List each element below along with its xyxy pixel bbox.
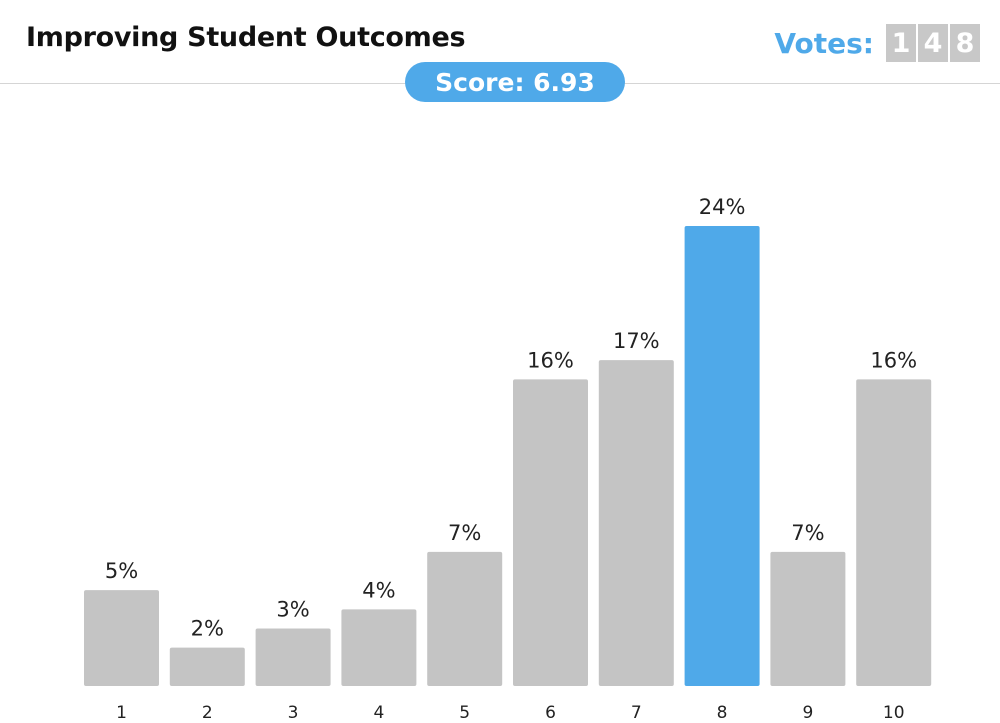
bar-value-label: 24% (699, 195, 746, 219)
bar-value-label: 2% (191, 617, 224, 641)
bar-value-label: 4% (362, 578, 395, 602)
x-tick-label: 2 (202, 703, 213, 723)
bar-9 (770, 551, 846, 686)
bar-8 (684, 226, 760, 686)
bar-value-label: 5% (105, 559, 138, 583)
bar-value-label: 7% (791, 521, 824, 545)
votes-label: Votes: (774, 26, 874, 60)
votes-digit: 8 (950, 24, 980, 62)
bar-value-label: 16% (870, 348, 917, 372)
x-tick-label: 7 (631, 703, 642, 723)
x-tick-label: 5 (459, 703, 470, 723)
x-tick-label: 1 (116, 703, 127, 723)
bar-value-label: 17% (613, 329, 660, 353)
bar-4 (341, 609, 417, 686)
x-tick-label: 10 (883, 703, 905, 723)
chart-title: Improving Student Outcomes (26, 22, 466, 53)
bar-7 (598, 360, 674, 686)
bar-5 (427, 551, 503, 686)
bar-value-label: 16% (527, 348, 574, 372)
x-tick-label: 9 (802, 703, 813, 723)
x-tick-label: 3 (288, 703, 299, 723)
bar-value-label: 7% (448, 521, 481, 545)
votes-counter: Votes: 1 4 8 (774, 24, 980, 62)
bar-10 (856, 379, 932, 686)
bar-6 (513, 379, 588, 686)
bar-2 (169, 647, 245, 686)
votes-digit: 1 (886, 24, 916, 62)
x-tick-label: 8 (717, 703, 728, 723)
x-tick-label: 4 (373, 703, 384, 723)
bar-value-label: 3% (276, 598, 309, 622)
bar-1 (84, 590, 159, 686)
x-tick-label: 6 (545, 703, 556, 723)
votes-digit: 4 (918, 24, 948, 62)
score-badge: Score: 6.93 (405, 62, 625, 102)
bar-3 (255, 628, 331, 686)
